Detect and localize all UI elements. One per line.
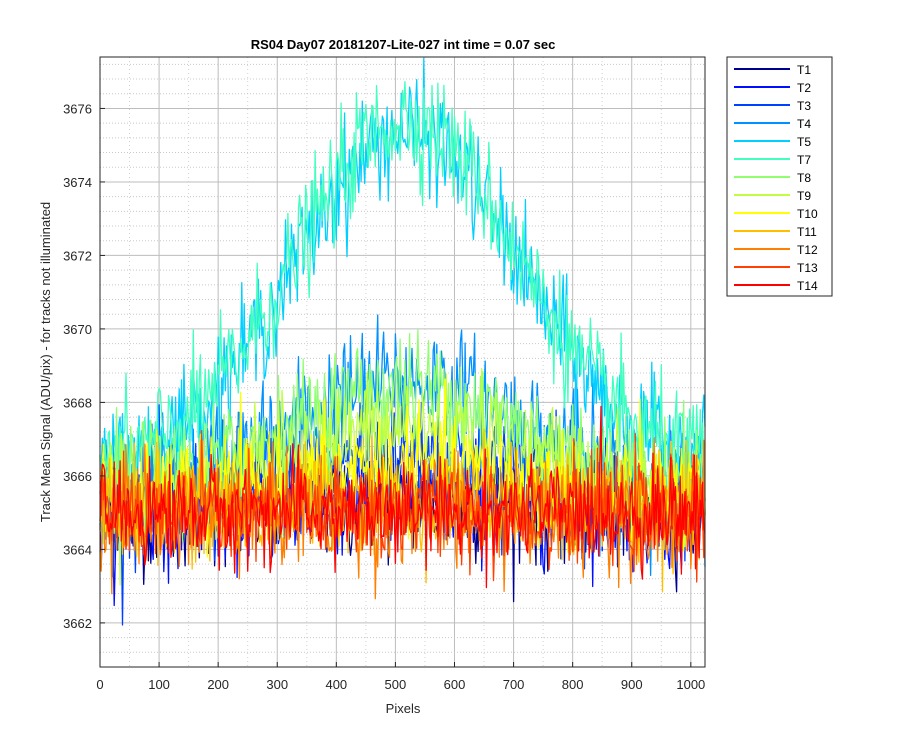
x-tick-label-10: 1000 (676, 677, 705, 692)
legend-items: T1 T2 T3 T4 T5 T7 T8 T9 T10 T11 T12 T13 T14 (734, 63, 818, 293)
grid-lines (99, 57, 705, 668)
y-tick-label-0: 3662 (63, 616, 92, 631)
y-tick-label-2: 3666 (63, 469, 92, 484)
legend-label-T13: T13 (797, 261, 818, 275)
legend-label-T11: T11 (797, 225, 817, 239)
chart-title: RS04 Day07 20181207-Lite-027 int time = … (251, 37, 556, 52)
series-line-T7 (99, 81, 706, 532)
legend-label-T3: T3 (797, 99, 811, 113)
legend-label-T9: T9 (797, 189, 811, 203)
series-line-T5 (99, 57, 706, 528)
legend-label-T7: T7 (797, 153, 811, 167)
y-ticks: 3662 3664 3666 3668 3670 3672 3674 3676 (63, 101, 105, 631)
y-tick-label-5: 3672 (63, 248, 92, 263)
x-tick-label-2: 200 (207, 677, 229, 692)
legend-label-T2: T2 (797, 81, 811, 95)
x-tick-label-6: 600 (444, 677, 466, 692)
x-tick-label-4: 400 (325, 677, 347, 692)
x-tick-label-5: 500 (385, 677, 407, 692)
y-tick-label-1: 3664 (63, 542, 92, 557)
x-tick-label-7: 700 (503, 677, 525, 692)
series-line-T14 (99, 405, 706, 589)
legend-label-T8: T8 (797, 171, 811, 185)
x-tick-label-1: 100 (148, 677, 170, 692)
y-tick-label-6: 3674 (63, 175, 92, 190)
series-line-T13 (99, 430, 706, 583)
x-ticks: 0 100 200 300 400 500 600 700 800 900 1000 (96, 662, 705, 692)
legend-label-T1: T1 (797, 63, 811, 77)
x-tick-label-3: 300 (266, 677, 288, 692)
legend-label-T10: T10 (797, 207, 818, 221)
legend: T1 T2 T3 T4 T5 T7 T8 T9 T10 T11 T12 T13 T14 (726, 56, 833, 297)
y-tick-label-4: 3670 (63, 322, 92, 337)
axes-box (99, 56, 706, 668)
x-tick-label-8: 800 (562, 677, 584, 692)
legend-label-T5: T5 (797, 135, 811, 149)
legend-label-T12: T12 (797, 243, 818, 257)
series-lines (99, 57, 706, 626)
y-axis-label: Track Mean Signal (ADU/pix) - for tracks… (38, 202, 53, 522)
x-tick-label-9: 900 (621, 677, 643, 692)
x-axis-label: Pixels (386, 701, 421, 716)
y-tick-label-7: 3676 (63, 101, 92, 116)
x-tick-label-0: 0 (96, 677, 103, 692)
y-tick-label-3: 3668 (63, 395, 92, 410)
legend-label-T4: T4 (797, 117, 811, 131)
legend-label-T14: T14 (797, 279, 818, 293)
